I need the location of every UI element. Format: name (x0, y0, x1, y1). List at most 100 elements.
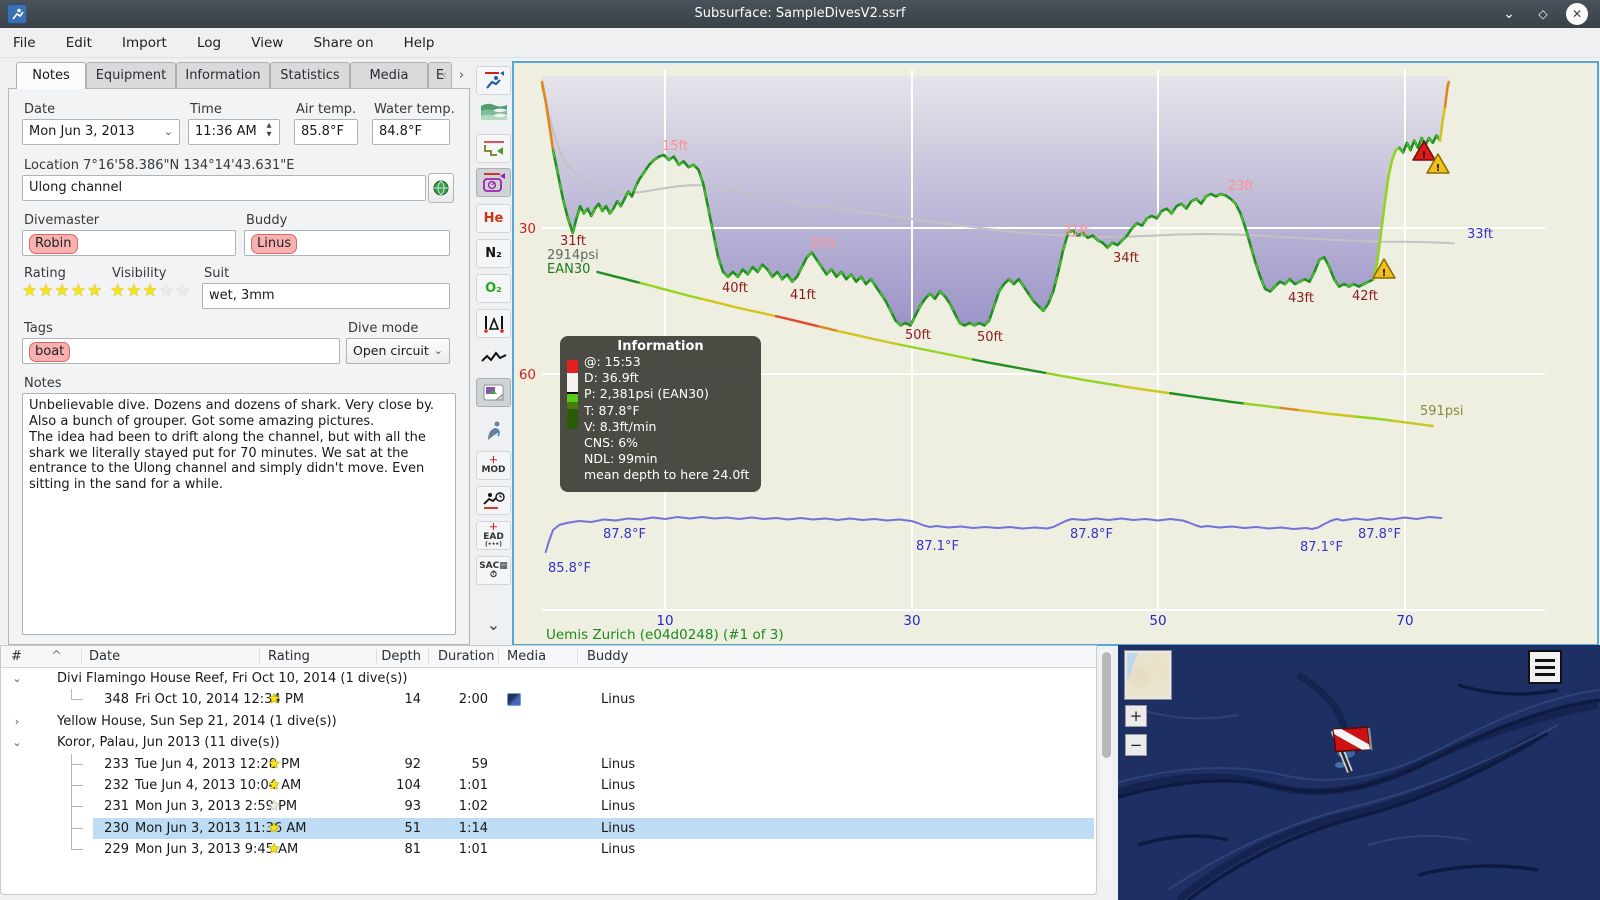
buddy-input[interactable]: Linus (244, 230, 450, 256)
dive-row[interactable]: 233 Tue Jun 4, 2013 12:28 PM ★ ★ ★ ★ ★ 92 59 Linu… (1, 753, 1096, 776)
info-cns: CNS: 6% (584, 435, 639, 451)
tab-scroll-left-icon[interactable]: ‹ (441, 68, 448, 83)
waves-button[interactable] (476, 96, 511, 125)
dive-row[interactable]: 230 Mon Jun 3, 2013 11:36 AM ★ ★ ★ ★ ★ 51 1:14 Li… (1, 817, 1096, 840)
tank-bar-icon (567, 360, 578, 429)
dive-profile-panel[interactable]: 15ft 31ft 2914psi EAN30 40ft 41ft 35ft 50ft 50ft… (512, 61, 1599, 646)
toggle-he-button[interactable]: He (476, 204, 511, 233)
tab-statistics[interactable]: Statistics (270, 62, 350, 89)
toolbar-more-icon[interactable]: ⌄ (486, 615, 501, 634)
water-temp-field[interactable]: 84.8°F (372, 119, 450, 145)
divemaster-chip[interactable]: Robin (29, 234, 78, 254)
notes-textarea[interactable] (22, 393, 456, 635)
air-temp-value: 85.8°F (301, 124, 344, 139)
profile-info-box: Information @: 15:53 D: 36.9ft P: 2,381p… (560, 336, 761, 492)
maximize-icon[interactable]: ◇ (1538, 7, 1548, 21)
menu-import[interactable]: Import (122, 35, 167, 51)
dive-row[interactable]: 348 Fri Oct 10, 2014 12:34 PM ★ ★ ★ ★ ★ 14 2:00 L… (1, 689, 1096, 711)
chevron-expanded-icon: ⌄ (12, 672, 22, 685)
col-rating[interactable]: Rating (268, 649, 310, 664)
col-buddy[interactable]: Buddy (587, 649, 629, 664)
visibility-stars[interactable]: ★★★★★ (110, 281, 192, 301)
show-photos-button[interactable] (476, 378, 511, 407)
menu-file[interactable]: File (13, 35, 36, 51)
dive-duration: 1:01 (458, 842, 488, 858)
menu-edit[interactable]: Edit (65, 35, 92, 51)
menu-log[interactable]: Log (196, 35, 222, 51)
date-dropdown-icon[interactable]: ⌄ (163, 125, 173, 138)
mod-icon: ＋ MOD (481, 455, 506, 475)
toggle-o2-button[interactable]: O₂ (476, 274, 511, 303)
mod-button[interactable]: ＋ MOD (476, 451, 511, 480)
map-menu-button[interactable] (1528, 650, 1562, 684)
tissue-graph-button[interactable] (476, 309, 511, 338)
profile-toolbar: He N₂ O₂ ＋ MOD ＋ EAD (•••) SAC▦⏱ ⌄ (474, 62, 513, 645)
map-zoom-out-button[interactable]: − (1125, 734, 1147, 756)
dive-flag-marker[interactable] (1318, 717, 1382, 779)
ead-icon: ＋ EAD (•••) (483, 522, 504, 548)
dive-depth: 104 (396, 778, 421, 793)
dive-row[interactable]: 231 Mon Jun 3, 2013 2:59 PM ★ ★ ★ ★ ★ 93 1:02 Lin… (1, 796, 1096, 819)
suit-input[interactable]: wet, 3mm (202, 283, 450, 309)
divemaster-input[interactable]: Robin (22, 230, 236, 256)
ead-button[interactable]: ＋ EAD (•••) (476, 521, 511, 550)
svg-text:40ft: 40ft (722, 281, 748, 296)
sort-asc-icon[interactable]: ^ (51, 649, 62, 664)
date-field[interactable]: Mon Jun 3, 2013 ⌄ (22, 119, 180, 145)
tab-extra-clipped[interactable]: E (428, 62, 452, 89)
minimize-icon[interactable]: ⌄ (1503, 6, 1515, 22)
gas-pressure-button[interactable] (476, 168, 511, 197)
dive-mode-select[interactable]: Open circuit ⌄ (346, 338, 450, 364)
tab-information[interactable]: Information (176, 62, 270, 89)
time-spinner-icon[interactable]: ▲ ▼ (266, 121, 272, 139)
dive-buddy: Linus (601, 820, 636, 836)
dive-mode-dropdown-icon[interactable]: ⌄ (433, 344, 443, 357)
dive-row[interactable]: 229 Mon Jun 3, 2013 9:45 AM ★ ★ ★ ★ ★ 81 1:01 Lin… (1, 839, 1096, 861)
svg-text:50: 50 (1149, 613, 1166, 629)
svg-text:EAN30: EAN30 (547, 262, 590, 277)
map-overview-thumbnail[interactable] (1124, 650, 1172, 700)
map-zoom-in-button[interactable]: + (1125, 705, 1147, 727)
location-input[interactable]: Ulong channel (22, 175, 426, 201)
location-globe-button[interactable] (428, 173, 454, 203)
col-depth[interactable]: Depth (381, 649, 421, 664)
trip-row[interactable]: › Yellow House, Sun Sep 21, 2014 (1 dive(… (1, 711, 1096, 733)
col-duration[interactable]: Duration (438, 649, 495, 664)
buddy-chip[interactable]: Linus (251, 234, 298, 254)
ceiling-button[interactable] (476, 134, 511, 163)
col-number[interactable]: # (11, 649, 22, 664)
tab-equipment[interactable]: Equipment (86, 62, 176, 89)
photos-icon (483, 384, 503, 400)
dive-row[interactable]: 232 Tue Jun 4, 2013 10:04 AM ★ ★ ★ ★ ★ 104 1:01 L… (1, 775, 1096, 797)
trip-row[interactable]: ⌄ Divi Flamingo House Reef, Fri Oct 10, 2… (1, 668, 1096, 690)
close-icon[interactable]: ✕ (1566, 3, 1588, 25)
dive-number: 348 (104, 692, 129, 708)
tag-chip[interactable]: boat (29, 342, 71, 362)
menu-view[interactable]: View (251, 35, 284, 51)
air-temp-field[interactable]: 85.8°F (294, 119, 358, 145)
dive-computer-button[interactable] (476, 66, 511, 95)
svg-text:10: 10 (656, 613, 673, 629)
menu-help[interactable]: Help (403, 35, 435, 51)
col-date[interactable]: Date (89, 649, 121, 664)
rating-stars[interactable]: ★★★★★ (22, 281, 104, 301)
map-panel[interactable]: + − (1118, 645, 1600, 900)
water-temp-value: 84.8°F (379, 124, 422, 139)
time-field[interactable]: 11:36 AM ▲ ▼ (188, 119, 280, 145)
dive-list-vscrollbar[interactable] (1101, 648, 1112, 882)
dive-number: 230 (104, 820, 129, 836)
col-media[interactable]: Media (507, 649, 547, 664)
trip-row[interactable]: ⌄ Koror, Palau, Jun 2013 (11 dive(s)) (1, 732, 1096, 754)
menubar: File Edit Import Log View Share on Help (0, 28, 1600, 58)
heartrate-button[interactable] (476, 343, 511, 372)
dc-reported-ceiling-button[interactable] (476, 416, 511, 445)
ndl-time-button[interactable] (476, 486, 511, 515)
tab-notes[interactable]: Notes (16, 62, 86, 89)
tab-media[interactable]: Media (350, 62, 428, 89)
menu-share-on[interactable]: Share on (313, 35, 374, 51)
toggle-n2-button[interactable]: N₂ (476, 239, 511, 268)
heartrate-icon (480, 350, 506, 362)
tab-scroll-right-icon[interactable]: › (458, 68, 465, 83)
tags-input[interactable]: boat (22, 338, 340, 364)
sac-button[interactable]: SAC▦⏱ (476, 556, 511, 585)
